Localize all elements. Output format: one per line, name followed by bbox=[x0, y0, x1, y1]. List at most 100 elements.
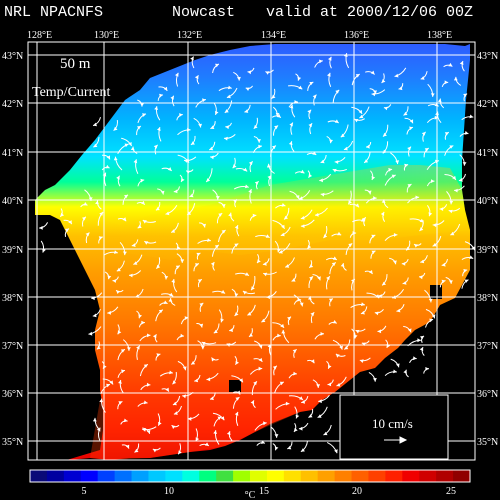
current-arrowhead bbox=[124, 143, 129, 148]
current-arrowhead bbox=[171, 229, 176, 233]
lat-label: 40°N bbox=[477, 196, 498, 207]
current-arrowhead bbox=[420, 259, 425, 264]
lon-label: 128°E bbox=[27, 30, 52, 41]
current-arrowhead bbox=[128, 142, 132, 146]
current-arrowhead bbox=[127, 347, 131, 351]
land-block bbox=[440, 460, 452, 470]
current-arrowhead bbox=[171, 425, 176, 429]
temperature-field bbox=[35, 44, 470, 460]
current-arrowhead bbox=[252, 213, 257, 218]
current-arrowhead bbox=[116, 175, 120, 180]
current-arrowhead bbox=[244, 109, 249, 113]
current-arrowhead bbox=[402, 281, 407, 285]
current-arrowhead bbox=[210, 155, 214, 160]
lat-label: 43°N bbox=[2, 51, 23, 62]
current-arrowhead bbox=[258, 344, 263, 349]
current-arrowhead bbox=[431, 179, 435, 183]
current-arrowhead bbox=[234, 243, 239, 248]
current-arrowhead bbox=[287, 445, 292, 450]
current-arrowhead bbox=[267, 175, 272, 180]
current-arrowhead bbox=[99, 212, 104, 216]
colorbar-swatch bbox=[419, 470, 437, 482]
colorbar-swatch bbox=[402, 470, 420, 482]
current-arrowhead bbox=[374, 311, 379, 316]
current-arrowhead bbox=[107, 275, 112, 280]
colorbar-swatch bbox=[216, 470, 234, 482]
current-arrowhead bbox=[409, 126, 413, 131]
current-arrowhead bbox=[154, 106, 158, 110]
current-arrowhead bbox=[196, 252, 201, 257]
current-arrowhead bbox=[355, 329, 360, 334]
current-arrowhead bbox=[307, 109, 312, 114]
current-arrowhead bbox=[175, 72, 179, 77]
current-arrowhead bbox=[364, 159, 369, 163]
colorbar-swatch bbox=[80, 470, 99, 482]
current-arrowhead bbox=[424, 148, 429, 152]
current-arrowhead bbox=[463, 93, 468, 98]
current-arrowhead bbox=[274, 125, 279, 130]
current-arrowhead bbox=[276, 113, 281, 118]
current-arrowhead bbox=[317, 276, 321, 281]
current-arrowhead bbox=[158, 309, 163, 314]
current-arrowhead bbox=[289, 104, 294, 109]
current-arrowhead bbox=[206, 178, 211, 182]
current-arrowhead bbox=[234, 225, 239, 230]
current-arrowhead bbox=[383, 132, 387, 137]
current-arrowhead bbox=[288, 141, 293, 146]
current-arrowhead bbox=[449, 145, 454, 149]
colorbar-swatch bbox=[114, 470, 133, 482]
map-frame bbox=[27, 41, 476, 461]
current-arrowhead bbox=[312, 151, 317, 155]
current-arrowhead bbox=[403, 111, 408, 116]
current-arrowhead bbox=[295, 414, 300, 419]
current-arrowhead bbox=[393, 260, 397, 265]
velocity-scale-label: 10 cm/s bbox=[372, 416, 413, 431]
colorbar-tick: 25 bbox=[446, 486, 456, 497]
current-arrowhead bbox=[202, 98, 206, 103]
current-arrowhead bbox=[190, 141, 195, 145]
colorbar-swatch bbox=[351, 470, 369, 482]
current-arrowhead bbox=[448, 209, 453, 214]
current-arrowhead bbox=[199, 302, 204, 307]
current-arrowhead bbox=[407, 328, 412, 333]
current-arrowhead bbox=[368, 270, 373, 274]
current-arrowhead bbox=[234, 411, 239, 416]
current-arrowhead bbox=[326, 276, 330, 281]
colorbar-swatch bbox=[182, 470, 200, 482]
latitude-labels-left: 43°N 42°N 41°N 40°N 39°N 38°N 37°N 36°N … bbox=[2, 51, 23, 448]
current-arrowhead bbox=[292, 349, 297, 353]
current-arrowhead bbox=[227, 85, 232, 90]
current-arrowhead bbox=[308, 414, 313, 418]
current-arrowhead bbox=[211, 357, 216, 362]
lat-label: 38°N bbox=[2, 293, 23, 304]
current-arrowhead bbox=[396, 308, 401, 313]
current-arrowhead bbox=[228, 212, 232, 217]
current-arrowhead bbox=[226, 431, 231, 436]
current-arrowhead bbox=[469, 114, 474, 119]
current-arrowhead bbox=[134, 448, 139, 453]
current-arrowhead bbox=[300, 224, 305, 228]
current-arrowhead bbox=[323, 234, 328, 239]
current-arrowhead bbox=[355, 203, 360, 208]
current-arrowhead bbox=[218, 213, 223, 217]
current-arrowhead bbox=[359, 114, 364, 119]
current-arrowhead bbox=[130, 146, 135, 151]
current-arrowhead bbox=[225, 125, 230, 130]
current-arrowhead bbox=[339, 345, 343, 350]
current-arrowhead bbox=[159, 93, 163, 98]
colorbar-swatch bbox=[283, 470, 302, 482]
current-arrowhead bbox=[157, 127, 161, 131]
current-arrowhead bbox=[207, 238, 211, 242]
lon-label: 130°E bbox=[94, 30, 119, 41]
lat-label: 36°N bbox=[2, 389, 23, 400]
current-arrowhead bbox=[165, 387, 169, 392]
current-arrowhead bbox=[428, 298, 433, 303]
current-arrowhead bbox=[98, 236, 103, 240]
current-arrowhead bbox=[92, 313, 97, 318]
current-arrowhead bbox=[310, 359, 315, 364]
current-arrowhead bbox=[329, 139, 333, 144]
colorbar-ticks: 5 10 15 20 25 °C bbox=[82, 486, 457, 500]
current-arrowhead bbox=[309, 276, 313, 281]
current-arrowhead bbox=[182, 366, 187, 371]
lon-label: 136°E bbox=[344, 30, 369, 41]
